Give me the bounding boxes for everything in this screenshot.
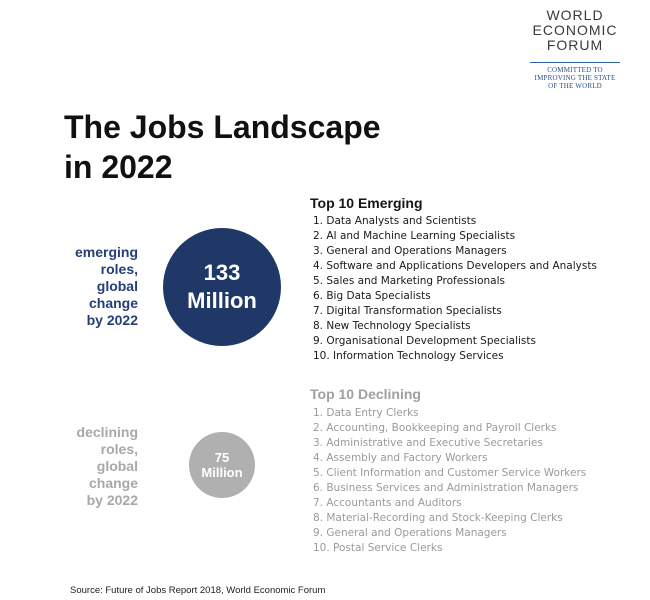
declining-label-line: roles,	[100, 441, 138, 457]
list-item: 6. Business Services and Administration …	[313, 482, 579, 494]
emerging-label-line: change	[88, 295, 138, 311]
list-item: 4. Software and Applications Developers …	[313, 260, 597, 272]
declining-count-circle: 75 Million	[189, 432, 255, 498]
declining-label-line: change	[88, 475, 138, 491]
list-item: 9. Organisational Development Specialist…	[313, 335, 536, 347]
list-item: 7. Accountants and Auditors	[313, 497, 462, 509]
declining-count-number: 75	[214, 450, 230, 465]
declining-count-unit: Million	[201, 465, 243, 480]
declining-label-line: declining	[76, 424, 138, 440]
list-item: 1. Data Entry Clerks	[313, 407, 419, 419]
emerging-label-line: by 2022	[86, 312, 138, 328]
emerging-side-label: emerging roles, global change by 2022	[40, 244, 138, 329]
wef-logo: WORLD ECONOMIC FORUM COMMITTED TO IMPROV…	[520, 8, 630, 90]
list-item: 10. Postal Service Clerks	[313, 542, 443, 554]
emerging-label-line: roles,	[100, 261, 138, 277]
emerging-label-line: emerging	[74, 244, 138, 260]
title-line-1: The Jobs Landscape	[64, 109, 381, 145]
declining-side-label: declining roles, global change by 2022	[40, 424, 138, 509]
title-line-2: in 2022	[64, 149, 173, 185]
list-item: 2. Accounting, Bookkeeping and Payroll C…	[313, 422, 557, 434]
declining-label-line: global	[96, 458, 138, 474]
logo-tagline-3: OF THE WORLD	[548, 82, 602, 90]
list-item: 10. Information Technology Services	[313, 350, 504, 362]
emerging-count-circle: 133 Million	[163, 228, 281, 346]
list-item: 2. AI and Machine Learning Specialists	[313, 230, 516, 242]
logo-line-2: ECONOMIC	[532, 22, 618, 38]
page-title: The Jobs Landscape in 2022	[64, 107, 381, 187]
list-item: 6. Big Data Specialists	[313, 290, 431, 302]
logo-tagline-2: IMPROVING THE STATE	[534, 74, 616, 82]
emerging-list-heading: Top 10 Emerging	[310, 195, 423, 211]
source-note: Source: Future of Jobs Report 2018, Worl…	[70, 585, 326, 596]
list-item: 4. Assembly and Factory Workers	[313, 452, 488, 464]
declining-label-line: by 2022	[86, 492, 138, 508]
list-item: 3. Administrative and Executive Secretar…	[313, 437, 543, 449]
emerging-list: 1. Data Analysts and Scientists 2. AI an…	[313, 214, 597, 364]
emerging-count-number: 133	[203, 260, 241, 285]
logo-tagline-1: COMMITTED TO	[547, 66, 603, 74]
list-item: 8. Material-Recording and Stock-Keeping …	[313, 512, 563, 524]
list-item: 9. General and Operations Managers	[313, 527, 507, 539]
declining-list-heading: Top 10 Declining	[310, 386, 421, 402]
declining-list: 1. Data Entry Clerks 2. Accounting, Book…	[313, 406, 586, 556]
list-item: 8. New Technology Specialists	[313, 320, 471, 332]
list-item: 5. Client Information and Customer Servi…	[313, 467, 587, 479]
list-item: 7. Digital Transformation Specialists	[313, 305, 502, 317]
logo-divider	[530, 62, 620, 63]
list-item: 5. Sales and Marketing Professionals	[313, 275, 505, 287]
emerging-count-unit: Million	[187, 288, 257, 313]
list-item: 1. Data Analysts and Scientists	[313, 215, 477, 227]
logo-line-1: WORLD	[546, 7, 604, 23]
list-item: 3. General and Operations Managers	[313, 245, 507, 257]
emerging-label-line: global	[96, 278, 138, 294]
logo-line-3: FORUM	[546, 37, 604, 53]
